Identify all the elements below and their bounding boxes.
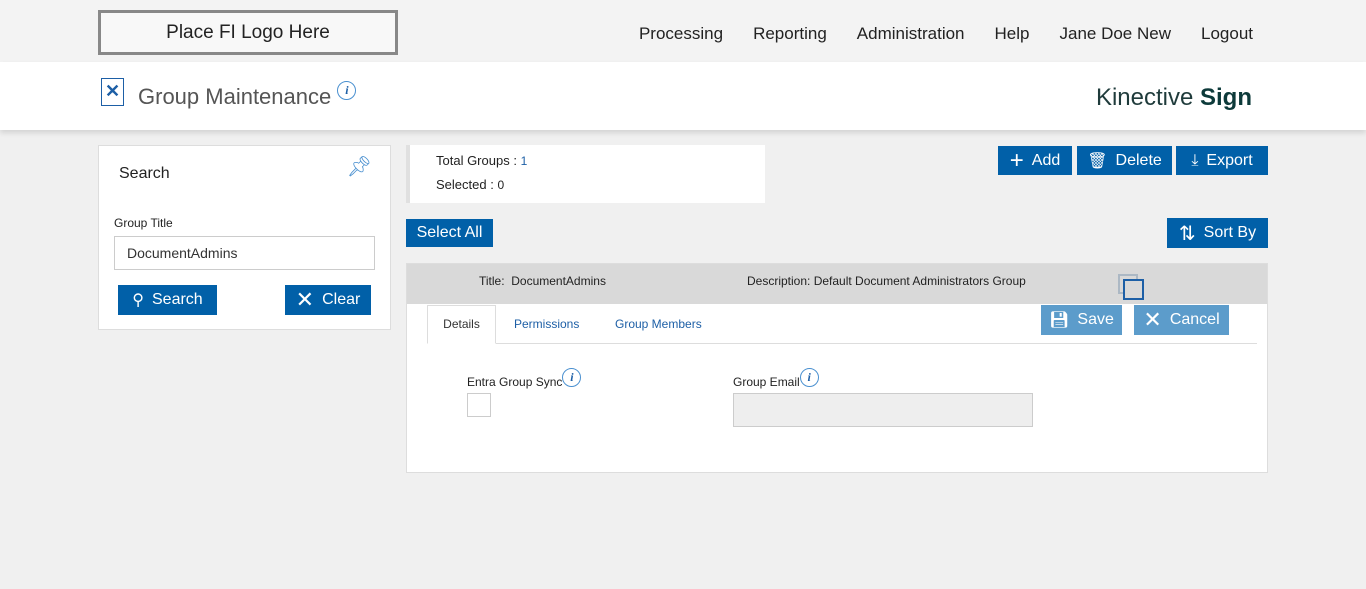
add-button[interactable]: + Add [998, 146, 1072, 175]
top-bar: Place FI Logo Here Processing Reporting … [0, 0, 1366, 62]
group-title-input[interactable] [114, 236, 375, 270]
group-email-input[interactable] [733, 393, 1033, 427]
fi-logo: Place FI Logo Here [98, 10, 398, 55]
pin-icon[interactable]: 📌︎ [346, 156, 372, 178]
cancel-button[interactable]: ✕ Cancel [1134, 305, 1229, 335]
add-label: Add [1031, 151, 1061, 169]
info-icon[interactable]: i [562, 368, 582, 387]
export-label: Export [1206, 151, 1253, 169]
record-description: Description: Default Document Administra… [747, 274, 1026, 288]
nav-help[interactable]: Help [994, 24, 1030, 43]
nav-reporting[interactable]: Reporting [753, 24, 827, 43]
search-panel: Search 📌︎ Group Title ⚲ Search ✕ Clear [98, 145, 391, 330]
trash-icon: 🗑︎ [1087, 152, 1108, 170]
email-label-text: Group Email [733, 375, 800, 389]
desc-value: Default Document Administrators Group [813, 274, 1026, 288]
record-header[interactable]: Title: DocumentAdmins Description: Defau… [407, 264, 1267, 304]
group-record-card: Title: DocumentAdmins Description: Defau… [406, 263, 1268, 473]
close-icon: ✕ [1143, 307, 1162, 332]
save-button[interactable]: 💾︎ Save [1041, 305, 1122, 335]
delete-button[interactable]: 🗑︎ Delete [1077, 146, 1172, 175]
total-value: 1 [520, 154, 528, 168]
entra-label-text: Entra Group Sync [467, 375, 563, 389]
brand-light: Kinective [1095, 84, 1194, 111]
close-icon: ✕ [295, 287, 315, 312]
page-header [0, 62, 1366, 130]
plus-icon: + [1009, 146, 1024, 174]
group-email-label: Group Email i [733, 368, 819, 392]
clear-button-label: Clear [322, 291, 361, 308]
entra-group-sync-checkbox[interactable] [467, 393, 491, 417]
selected-count: Selected : 0 [436, 177, 504, 192]
nav-user[interactable]: Jane Doe New [1059, 24, 1171, 43]
export-button[interactable]: ⤓ Export [1176, 146, 1268, 175]
summary-box: Total Groups : 1 Selected : 0 [406, 145, 765, 203]
cancel-label: Cancel [1169, 311, 1220, 328]
document-tools-icon: ✕ [101, 78, 124, 106]
info-icon[interactable]: i [799, 368, 819, 387]
main-nav: Processing Reporting Administration Help… [639, 24, 1253, 44]
selected-value: 0 [497, 178, 505, 192]
total-label: Total Groups : [436, 153, 517, 168]
search-panel-title: Search [119, 165, 170, 182]
nav-processing[interactable]: Processing [638, 24, 724, 43]
clear-button[interactable]: ✕ Clear [285, 285, 371, 315]
download-icon: ⤓ [1191, 151, 1199, 169]
delete-label: Delete [1115, 151, 1162, 169]
total-groups: Total Groups : 1 [436, 153, 527, 168]
select-all-button[interactable]: Select All [406, 219, 493, 247]
search-icon: ⚲ [132, 292, 144, 309]
copy-icon[interactable] [1123, 279, 1144, 300]
save-icon: 💾︎ [1049, 312, 1070, 329]
title-label: Title: [479, 274, 505, 288]
desc-label: Description: [747, 274, 811, 288]
entra-group-sync-label: Entra Group Sync i [467, 368, 582, 392]
sort-by-button[interactable]: ⇅ Sort By [1167, 218, 1268, 248]
save-label: Save [1077, 311, 1114, 328]
tab-divider [427, 343, 1257, 344]
title-value: DocumentAdmins [511, 274, 606, 288]
page-title: Group Maintenance i [138, 81, 357, 110]
info-icon[interactable]: i [337, 81, 357, 100]
nav-logout[interactable]: Logout [1201, 24, 1253, 43]
brand-bold: Sign [1200, 84, 1252, 111]
search-button-label: Search [152, 291, 203, 308]
tab-group-members[interactable]: Group Members [615, 317, 702, 331]
sort-label: Sort By [1203, 224, 1257, 241]
record-title: Title: DocumentAdmins [479, 274, 606, 288]
page-title-text: Group Maintenance [138, 84, 332, 109]
tab-permissions[interactable]: Permissions [514, 317, 580, 331]
selected-label: Selected : [436, 177, 494, 192]
tab-details[interactable]: Details [427, 305, 496, 344]
brand-logo: Kinective Sign [1096, 84, 1252, 112]
search-button[interactable]: ⚲ Search [118, 285, 217, 315]
nav-administration[interactable]: Administration [856, 24, 965, 43]
group-title-label: Group Title [114, 216, 173, 230]
sort-icon: ⇅ [1178, 222, 1196, 245]
